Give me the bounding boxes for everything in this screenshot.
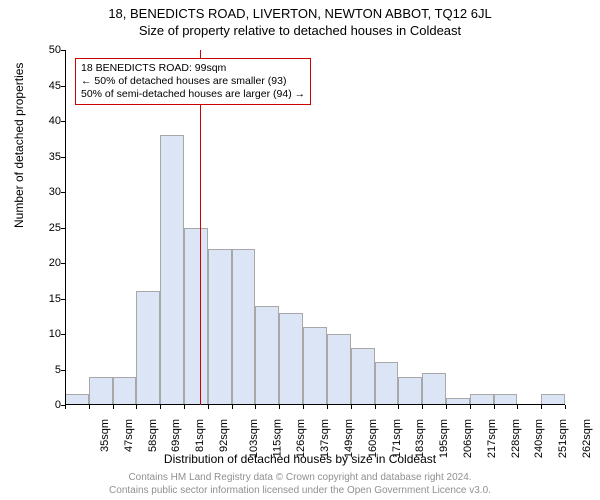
x-ticks: 35sqm47sqm58sqm69sqm81sqm92sqm103sqm115s… [65, 405, 565, 453]
y-tick-label: 15 [3, 293, 61, 305]
x-tick-mark [255, 405, 256, 409]
page-title: 18, BENEDICTS ROAD, LIVERTON, NEWTON ABB… [0, 0, 600, 21]
x-tick-mark [303, 405, 304, 409]
x-tick-mark [89, 405, 90, 409]
histogram-bar [422, 373, 446, 405]
histogram-bar [184, 228, 208, 406]
histogram-bar [398, 377, 422, 405]
histogram-bar [89, 377, 113, 405]
y-tick-label: 5 [3, 364, 61, 376]
y-tick-label: 40 [3, 115, 61, 127]
callout-line-1: 18 BENEDICTS ROAD: 99sqm [81, 62, 305, 75]
x-tick-mark [65, 405, 66, 409]
callout-box: 18 BENEDICTS ROAD: 99sqm ← 50% of detach… [75, 58, 311, 105]
x-tick-mark [351, 405, 352, 409]
y-tick-label: 0 [3, 399, 61, 411]
x-tick-mark [208, 405, 209, 409]
x-tick-mark [541, 405, 542, 409]
x-tick-mark [136, 405, 137, 409]
histogram-bar [136, 291, 160, 405]
y-tick-label: 30 [3, 186, 61, 198]
x-tick-label: 35sqm [99, 419, 111, 452]
x-tick-mark [517, 405, 518, 409]
histogram-bar [303, 327, 327, 405]
x-axis-label: Distribution of detached houses by size … [0, 452, 600, 466]
histogram-bar [351, 348, 375, 405]
plot-area: 05101520253035404550 35sqm47sqm58sqm69sq… [65, 50, 565, 405]
x-tick-mark [279, 405, 280, 409]
histogram-bar [255, 306, 279, 405]
histogram-bar [160, 135, 184, 405]
x-tick-label: 58sqm [147, 419, 159, 452]
x-tick-label: 47sqm [123, 419, 135, 452]
histogram-bar [375, 362, 399, 405]
histogram-bar [208, 249, 232, 405]
y-ticks: 05101520253035404550 [0, 50, 65, 405]
histogram-bar [232, 249, 256, 405]
histogram-bar [279, 313, 303, 405]
x-tick-mark [446, 405, 447, 409]
x-tick-mark [160, 405, 161, 409]
x-tick-mark [184, 405, 185, 409]
x-tick-mark [375, 405, 376, 409]
footer-line-1: Contains HM Land Registry data © Crown c… [0, 472, 600, 485]
callout-line-2: ← 50% of detached houses are smaller (93… [81, 75, 305, 88]
x-tick-mark [113, 405, 114, 409]
y-axis-line [65, 50, 66, 405]
x-tick-mark [232, 405, 233, 409]
x-tick-mark [422, 405, 423, 409]
y-tick-label: 10 [3, 328, 61, 340]
x-tick-label: 69sqm [170, 419, 182, 452]
x-tick-mark [398, 405, 399, 409]
x-tick-mark [565, 405, 566, 409]
page-subtitle: Size of property relative to detached ho… [0, 21, 600, 38]
y-tick-label: 50 [3, 44, 61, 56]
histogram-bar [113, 377, 137, 405]
x-tick-mark [470, 405, 471, 409]
histogram-bar [327, 334, 351, 405]
y-tick-label: 45 [3, 80, 61, 92]
y-tick-label: 20 [3, 257, 61, 269]
x-tick-mark [327, 405, 328, 409]
footer: Contains HM Land Registry data © Crown c… [0, 472, 600, 497]
x-tick-mark [494, 405, 495, 409]
y-tick-label: 25 [3, 222, 61, 234]
callout-line-3: 50% of semi-detached houses are larger (… [81, 88, 305, 101]
x-tick-label: 81sqm [194, 419, 206, 452]
x-tick-label: 92sqm [218, 419, 230, 452]
y-tick-label: 35 [3, 151, 61, 163]
footer-line-2: Contains public sector information licen… [0, 485, 600, 498]
